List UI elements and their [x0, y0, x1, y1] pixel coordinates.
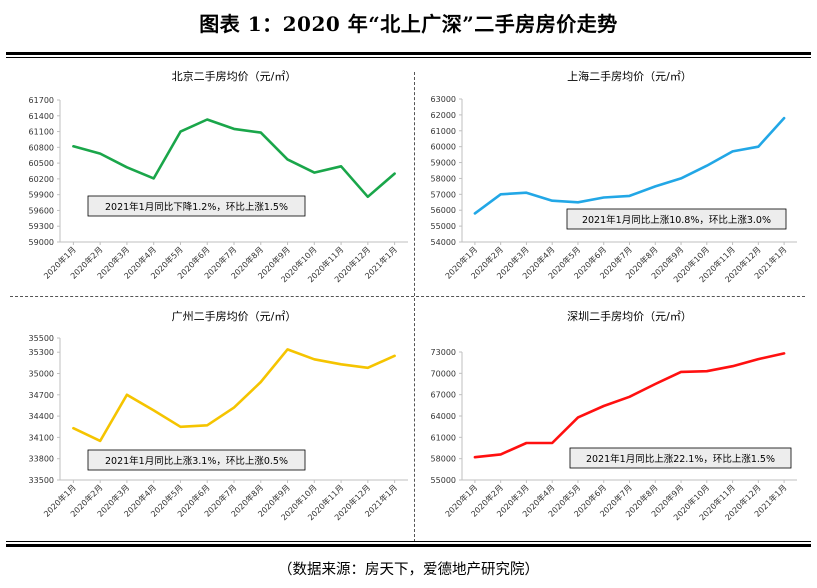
panel4-y-tick-label: 61000	[431, 433, 456, 442]
panel1-series-line	[72, 118, 396, 199]
panel2-y-tick-label: 61000	[431, 127, 456, 136]
panel2-y-tick-label: 58000	[431, 174, 456, 183]
panel3-annotation-text: 2021年1月同比上涨3.1%，环比上涨0.5%	[105, 455, 288, 467]
panel1-y-tick-label: 59900	[29, 191, 54, 200]
panel-divider-horizontal	[10, 296, 805, 297]
panel3-y-tick-label: 33500	[29, 476, 54, 485]
panel3-y-tick-label: 33800	[29, 455, 54, 464]
panel1-annotation-box	[87, 195, 306, 217]
panel2-chart-title: 上海二手房均价（元/㎡）	[567, 69, 692, 83]
panel4-y-tick-label: 55000	[431, 476, 456, 485]
panel2-annotation-box	[566, 208, 787, 230]
panel1-y-tick-label: 59300	[29, 222, 54, 231]
panel2-y-tick-label: 55000	[431, 222, 456, 231]
panel2-y-tick-label: 60000	[431, 143, 456, 152]
panel3-y-tick-label: 35500	[29, 334, 54, 343]
panel3-y-tick-label: 35000	[29, 370, 54, 379]
panel1-chart-title: 北京二手房均价（元/㎡）	[172, 69, 297, 83]
panel2-y-tick-label: 54000	[431, 238, 456, 247]
panel3-chart-title: 广州二手房均价（元/㎡）	[172, 309, 297, 323]
panel3-y-tick-label: 35300	[29, 348, 54, 357]
panel3-y-tick-label: 34700	[29, 391, 54, 400]
bottom-rule	[6, 544, 811, 547]
panel1-y-tick-label: 59600	[29, 206, 54, 215]
panel4-chart-title: 深圳二手房均价（元/㎡）	[567, 309, 692, 323]
panel2-y-tick-label: 56000	[431, 206, 456, 215]
panel1-annotation-text: 2021年1月同比下降1.2%，环比上涨1.5%	[105, 201, 288, 213]
panel3-y-tick-label: 34400	[29, 412, 54, 421]
data-source-note: （数据来源：房天下，爱德地产研究院）	[278, 562, 539, 578]
panel3-y-tick-label: 34100	[29, 433, 54, 442]
panel1-y-tick-label: 59000	[29, 238, 54, 247]
panel1-y-tick-label: 60200	[29, 175, 54, 184]
top-rule-thin	[6, 57, 811, 58]
panel3-series-line	[72, 348, 396, 443]
panel2-series-line	[473, 116, 786, 215]
bottom-rule-thin	[6, 541, 811, 542]
panel2-y-tick-label: 59000	[431, 159, 456, 168]
panel4-annotation-box	[569, 447, 792, 469]
panel1-y-tick-label: 61400	[29, 112, 54, 121]
panel4-y-tick-label: 58000	[431, 455, 456, 464]
panel2-y-tick-label: 63000	[431, 95, 456, 104]
top-rule	[6, 52, 811, 55]
panel2-y-tick-label: 62000	[431, 111, 456, 120]
panel2-annotation-text: 2021年1月同比上涨10.8%，环比上涨3.0%	[582, 214, 771, 226]
panel1-y-tick-label: 60500	[29, 159, 54, 168]
panel1-y-tick-label: 61700	[29, 96, 54, 105]
panel3-annotation-box	[87, 449, 306, 471]
panel-divider-vertical	[414, 72, 415, 542]
panel4-annotation-text: 2021年1月同比上涨22.1%，环比上涨1.5%	[586, 453, 775, 465]
panel1-y-tick-label: 61100	[29, 128, 54, 137]
panel2-y-tick-label: 57000	[431, 190, 456, 199]
report-title: 图表 1：2020 年“北上广深”二手房房价走势	[199, 12, 618, 36]
panel4-y-tick-label: 73000	[431, 348, 456, 357]
panel4-y-tick-label: 67000	[431, 391, 456, 400]
panel1-y-tick-label: 60800	[29, 143, 54, 152]
panel4-y-tick-label: 70000	[431, 369, 456, 378]
panel4-y-tick-label: 64000	[431, 412, 456, 421]
panel4-series-line	[473, 352, 786, 459]
